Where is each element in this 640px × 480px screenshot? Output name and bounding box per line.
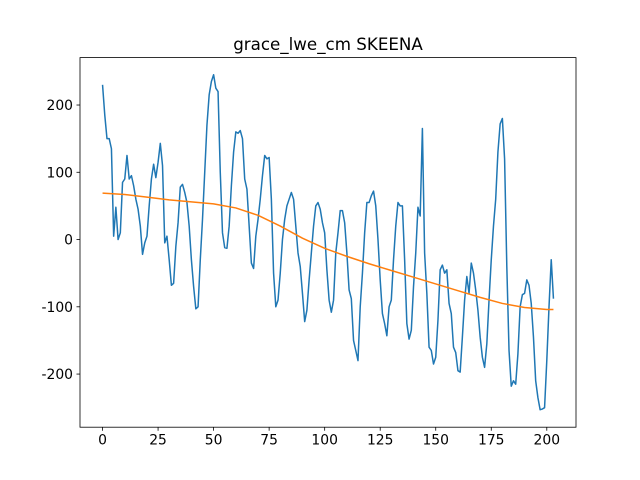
y-tick-label: -100 xyxy=(41,300,73,316)
x-tick-label: 125 xyxy=(367,433,394,449)
x-tick-label: 175 xyxy=(478,433,505,449)
x-tick-label: 75 xyxy=(260,433,278,449)
y-tick-label: 0 xyxy=(64,233,73,249)
x-tick-label: 100 xyxy=(311,433,338,449)
y-tick-label: 100 xyxy=(46,165,73,181)
y-tick-label: 200 xyxy=(46,98,73,114)
x-tick-label: 0 xyxy=(98,433,107,449)
data-line xyxy=(102,192,554,311)
data-line xyxy=(101,74,555,411)
plot-frame xyxy=(79,57,577,428)
x-tick-label: 25 xyxy=(149,433,167,449)
chart-title: grace_lwe_cm SKEENA xyxy=(233,34,423,55)
x-tick-label: 150 xyxy=(422,433,449,449)
x-tick-label: 200 xyxy=(534,433,561,449)
y-tick-label: -200 xyxy=(41,367,73,383)
x-tick-label: 50 xyxy=(205,433,223,449)
